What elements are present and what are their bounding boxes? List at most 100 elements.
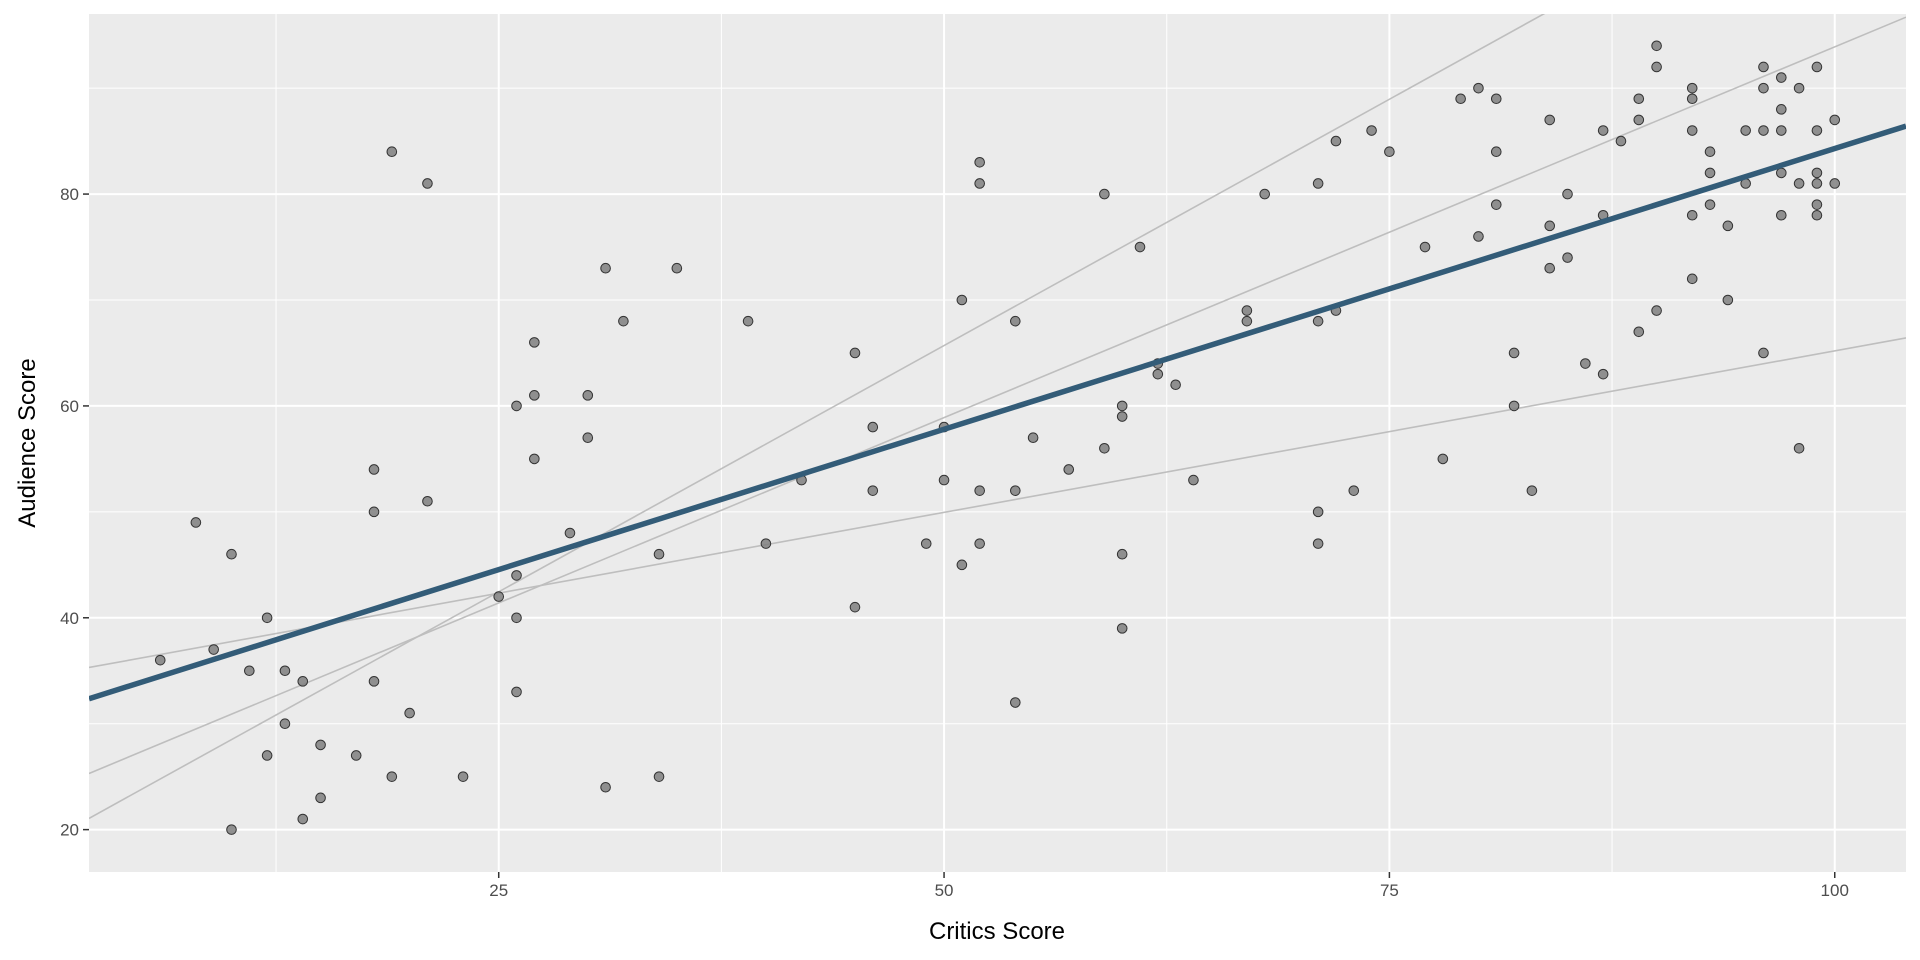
data-point (1633, 114, 1645, 126)
data-point (1829, 178, 1841, 189)
data-point (1490, 93, 1502, 105)
data-point (511, 570, 522, 581)
data-point (564, 527, 576, 539)
data-point (1010, 315, 1021, 327)
data-point (920, 538, 932, 549)
sample-line-3 (89, 14, 1546, 820)
data-point (297, 813, 309, 825)
data-point (938, 474, 950, 486)
data-point (457, 771, 469, 782)
data-point (760, 538, 772, 549)
data-point (1722, 294, 1734, 306)
data-point (1152, 368, 1164, 380)
data-point (1686, 209, 1698, 221)
data-point (742, 315, 754, 327)
data-point (1811, 167, 1823, 179)
data-point (1829, 114, 1841, 126)
data-point (1633, 93, 1645, 105)
data-point (154, 654, 166, 666)
data-point (1134, 241, 1146, 253)
data-point (1776, 125, 1787, 136)
data-point (1758, 347, 1769, 359)
data-point (386, 146, 398, 158)
data-point (1811, 199, 1823, 210)
regression-line (89, 123, 1906, 702)
data-point (1330, 135, 1342, 147)
data-point (653, 771, 665, 782)
x-tick-label: 50 (935, 881, 954, 900)
data-point (1508, 347, 1520, 359)
data-point (1615, 135, 1627, 147)
data-point (1099, 442, 1110, 454)
data-point (1686, 93, 1698, 105)
data-point (368, 464, 380, 475)
data-point (1116, 411, 1128, 422)
data-point (1686, 125, 1698, 136)
data-point (1455, 93, 1466, 105)
data-point (1793, 178, 1805, 189)
data-point (1419, 241, 1431, 253)
data-point (350, 750, 362, 761)
y-tick-label: 60 (60, 397, 79, 416)
data-point (511, 612, 522, 624)
y-axis: 20 40 60 80 (60, 185, 89, 840)
data-point (600, 781, 611, 793)
data-point (368, 676, 380, 687)
data-point (1758, 61, 1769, 73)
data-point (422, 178, 433, 189)
sample-fit-lines (89, 14, 1906, 820)
sample-line-2 (89, 16, 1906, 775)
x-tick-label: 75 (1380, 881, 1399, 900)
data-point (1544, 220, 1556, 232)
data-point (974, 178, 985, 189)
data-point (1651, 40, 1662, 52)
data-point (1526, 485, 1538, 496)
data-point (529, 337, 540, 348)
data-point (1776, 104, 1787, 115)
data-point (1312, 315, 1324, 327)
data-point (1473, 231, 1484, 242)
data-point (1686, 273, 1698, 285)
data-point (493, 591, 505, 602)
data-point (1811, 125, 1823, 136)
data-point (653, 548, 665, 560)
data-point (529, 453, 540, 465)
plot-panel (89, 14, 1906, 872)
data-point (1010, 485, 1021, 496)
data-point (1099, 188, 1110, 200)
data-point (368, 506, 380, 518)
data-point (974, 538, 985, 549)
y-axis-title: Audience Score (14, 358, 41, 527)
data-point (261, 750, 273, 761)
data-point (1116, 400, 1128, 412)
data-point (297, 676, 309, 687)
data-point (1793, 82, 1805, 94)
y-tick-label: 80 (60, 185, 79, 204)
data-point (1312, 506, 1324, 518)
data-point (1312, 538, 1324, 549)
data-point (1259, 188, 1271, 200)
data-point (1704, 199, 1716, 210)
data-point (1740, 125, 1751, 136)
data-point (1490, 146, 1502, 158)
sample-line-1 (89, 337, 1906, 669)
data-point (1170, 379, 1181, 391)
y-tick-label: 20 (60, 821, 79, 840)
data-point (974, 485, 985, 496)
data-point (279, 665, 291, 677)
data-point (1793, 442, 1805, 454)
data-point (1597, 368, 1609, 380)
data-point (849, 601, 861, 613)
data-point (1312, 178, 1324, 189)
data-point (867, 421, 879, 433)
data-point (1063, 464, 1075, 475)
data-point (1651, 61, 1662, 73)
data-point (671, 262, 683, 274)
data-points (154, 40, 1841, 835)
data-point (226, 548, 237, 560)
data-point (190, 517, 202, 528)
data-point (315, 739, 326, 751)
data-point (1508, 400, 1520, 412)
data-point (422, 495, 433, 507)
